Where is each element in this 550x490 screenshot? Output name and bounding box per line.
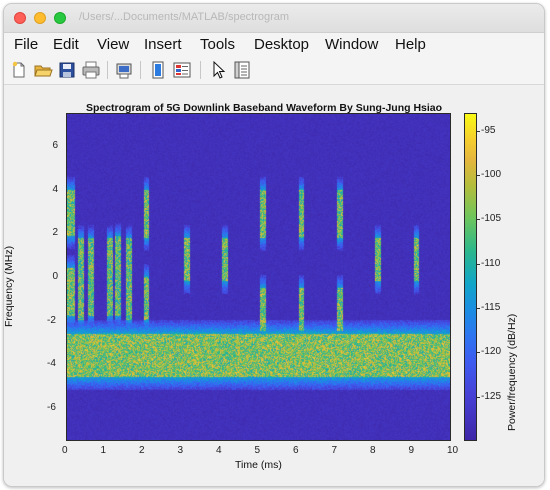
insert-colorbar-icon[interactable] — [172, 60, 192, 80]
toolbar-separator — [107, 61, 108, 79]
toolbar-separator — [200, 61, 201, 79]
open-file-icon[interactable] — [33, 60, 53, 80]
title-bar[interactable]: /Users/...Documents/MATLAB/spectrogram — [4, 4, 544, 33]
print-preview-icon[interactable] — [114, 60, 134, 80]
menu-desktop[interactable]: Desktop — [254, 36, 310, 53]
menu-window[interactable]: Window — [325, 36, 379, 53]
toolbar-separator — [140, 61, 141, 79]
window-title: /Users/...Documents/MATLAB/spectrogram — [79, 11, 290, 23]
colorbar-tick — [477, 219, 480, 221]
colorbar-tick-label: -95 — [481, 124, 496, 136]
menu-tools[interactable]: Tools — [200, 36, 236, 53]
x-tick-label: 5 — [254, 445, 261, 456]
x-tick-label: 2 — [139, 445, 145, 456]
spectrogram-axes[interactable] — [66, 113, 451, 441]
save-icon[interactable] — [57, 60, 77, 80]
y-tick-label: -4 — [47, 358, 56, 370]
colorbar-tick — [477, 130, 480, 132]
colorbar-tick-label: -115 — [481, 302, 501, 314]
colorbar-tick-label: -105 — [481, 213, 502, 225]
minimize-window-icon[interactable] — [34, 12, 46, 24]
x-tick-label: 9 — [408, 445, 415, 456]
chart-title: Spectrogram of 5G Downlink Baseband Wave… — [85, 102, 443, 114]
x-tick-label: 4 — [216, 445, 222, 456]
colorbar-tick-label: -100 — [481, 169, 502, 181]
property-editor-icon[interactable] — [232, 60, 252, 80]
x-tick-label: 7 — [331, 445, 338, 456]
colorbar-label-text: Power/frequency (dB/Hz) — [506, 313, 518, 431]
y-tick-label: 6 — [52, 139, 59, 151]
colorbar-tick — [477, 396, 480, 398]
figure-toolbar — [4, 57, 544, 85]
y-tick-label: -6 — [47, 402, 56, 414]
x-tick-label: 8 — [370, 445, 376, 456]
colorbar-tick — [477, 352, 480, 354]
x-tick-label: 3 — [177, 445, 184, 456]
maximize-window-icon[interactable] — [54, 12, 66, 24]
menu-insert[interactable]: Insert — [144, 36, 182, 53]
colorbar-tick-label: -120 — [481, 346, 502, 358]
y-tick-label: 2 — [52, 227, 59, 239]
y-tick-label: -2 — [47, 314, 56, 326]
y-axis-label-text: Frequency (MHz) — [3, 245, 15, 327]
y-tick-label: 0 — [52, 271, 59, 282]
x-tick-label: 6 — [293, 445, 299, 456]
menu-bar: File Edit View Insert Tools Desktop Wind… — [4, 33, 544, 57]
x-tick-label: 10 — [447, 445, 459, 456]
x-tick-label: 0 — [62, 445, 68, 456]
menu-file[interactable]: File — [14, 36, 39, 53]
spectrogram-image — [67, 114, 450, 440]
print-icon[interactable] — [81, 60, 101, 80]
pointer-icon[interactable] — [208, 60, 228, 80]
close-window-icon[interactable] — [14, 12, 26, 24]
new-figure-icon[interactable] — [9, 60, 29, 80]
link-plot-icon[interactable] — [148, 60, 168, 80]
colorbar[interactable] — [464, 113, 477, 441]
x-axis-label: Time (ms) — [235, 459, 282, 471]
colorbar-tick — [477, 308, 480, 310]
menu-view[interactable]: View — [97, 36, 130, 53]
x-tick-label: 1 — [100, 445, 107, 456]
y-tick-label: 4 — [52, 183, 59, 195]
menu-help[interactable]: Help — [395, 36, 426, 53]
colorbar-tick — [477, 175, 480, 177]
menu-edit[interactable]: Edit — [53, 36, 79, 53]
colorbar-tick — [477, 263, 480, 265]
colorbar-tick-label: -110 — [481, 257, 501, 269]
colorbar-tick-label: -125 — [481, 390, 502, 402]
